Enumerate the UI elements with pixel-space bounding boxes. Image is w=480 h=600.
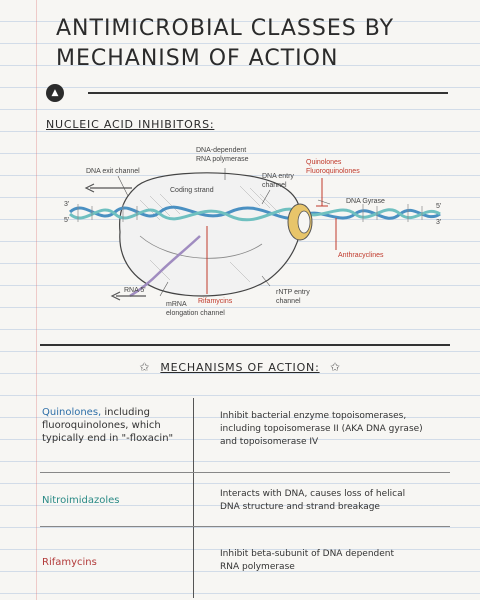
mechanisms-heading: ✩ MECHANISMS OF ACTION: ✩ — [0, 360, 480, 374]
section-heading: NUCLEIC ACID INHIBITORS: — [46, 118, 215, 131]
star-icon: ✩ — [139, 360, 151, 374]
drug-detail: including — [101, 407, 150, 418]
title-line-2: MECHANISM OF ACTION — [56, 46, 339, 71]
drug-name: Nitroimidazoles — [42, 495, 120, 506]
label-dna-gyrase: DNA Gyrase — [346, 198, 385, 205]
star-icon: ✩ — [329, 360, 341, 374]
label-anthracyclines: Anthracyclines — [338, 252, 384, 259]
dna-gyrase-inner — [297, 210, 311, 234]
label-elongation-channel: elongation channel — [166, 310, 225, 317]
rna-polymerase-body — [119, 172, 302, 297]
mechanism-text: Inhibit beta-subunit of DNA dependent — [220, 549, 395, 559]
label-dna-entry-2: channel — [262, 182, 287, 189]
label-5-prime-right: 5' — [436, 203, 441, 210]
mechanism-text: Interacts with DNA, causes loss of helic… — [220, 489, 406, 499]
mechanism-cell-rifamycins: Inhibit beta-subunit of DNA dependent RN… — [220, 548, 450, 574]
brand-logo-icon: ▲ — [46, 84, 64, 102]
drug-name: Quinolones, — [42, 407, 102, 418]
mechanism-text: Inhibit bacterial enzyme topoisomerases, — [220, 411, 407, 421]
polymerase-shading — [139, 185, 281, 283]
label-3-prime-left: 3' — [64, 201, 69, 208]
title-divider — [88, 92, 448, 94]
mechanism-cell-quinolones: Inhibit bacterial enzyme topoisomerases,… — [220, 410, 450, 449]
row-divider — [40, 472, 450, 473]
mechanism-text: RNA polymerase — [220, 562, 295, 572]
mechanism-text: and topoisomerase IV — [220, 437, 319, 447]
drug-cell-nitroimidazoles: Nitroimidazoles — [42, 494, 192, 507]
label-dna-entry-1: DNA entry — [262, 173, 294, 180]
label-dna-exit: DNA exit channel — [86, 168, 140, 175]
dna-base-pairs — [77, 204, 423, 222]
page-title: ANTIMICROBIAL CLASSES BY MECHANISM OF AC… — [56, 14, 456, 74]
label-fluoroquinolones: Fluoroquinolones — [306, 168, 360, 175]
title-line-1: ANTIMICROBIAL CLASSES BY — [56, 16, 395, 41]
drug-cell-rifamycins: Rifamycins — [42, 556, 192, 569]
label-ntp-channel: channel — [276, 298, 301, 305]
label-ntp-entry: rNTP entry — [276, 289, 310, 296]
label-rifamycins: Rifamycins — [198, 298, 233, 305]
label-coding-strand: Coding strand — [170, 187, 214, 194]
row-divider — [40, 526, 450, 527]
mechanism-text: DNA structure and strand breakage — [220, 502, 380, 512]
label-rna-polymerase-1: DNA-dependent — [196, 147, 246, 154]
label-quinolones: Quinolones — [306, 159, 342, 166]
label-rna-polymerase-2: RNA polymerase — [196, 156, 249, 163]
drug-cell-quinolones: Quinolones, including fluoroquinolones, … — [42, 406, 192, 445]
mechanism-text: including topoisomerase II (AKA DNA gyra… — [220, 424, 423, 434]
drug-detail: typically end in "-floxacin" — [42, 433, 174, 444]
mechanisms-heading-text: MECHANISMS OF ACTION: — [160, 361, 320, 374]
polymerase-inner-cleft — [139, 235, 263, 259]
label-5-prime-left: 5' — [64, 217, 69, 224]
drug-name: Rifamycins — [42, 557, 97, 568]
rna-exit-arrowhead-icon — [110, 291, 121, 301]
label-pointers — [117, 168, 331, 297]
dna-strand-blue — [68, 205, 441, 220]
label-mrna: mRNA — [166, 301, 187, 308]
dna-strand-teal — [68, 207, 441, 222]
table-column-divider — [193, 398, 194, 598]
drug-detail: fluoroquinolones, which — [42, 420, 161, 431]
dna-exit-arrowhead-icon — [84, 183, 95, 193]
label-3-prime-right: 3' — [436, 219, 441, 226]
rna-strand — [129, 235, 201, 298]
label-rna-5: RNA 5' — [124, 287, 146, 294]
section-divider — [40, 344, 450, 346]
mechanism-cell-nitroimidazoles: Interacts with DNA, causes loss of helic… — [220, 488, 450, 514]
